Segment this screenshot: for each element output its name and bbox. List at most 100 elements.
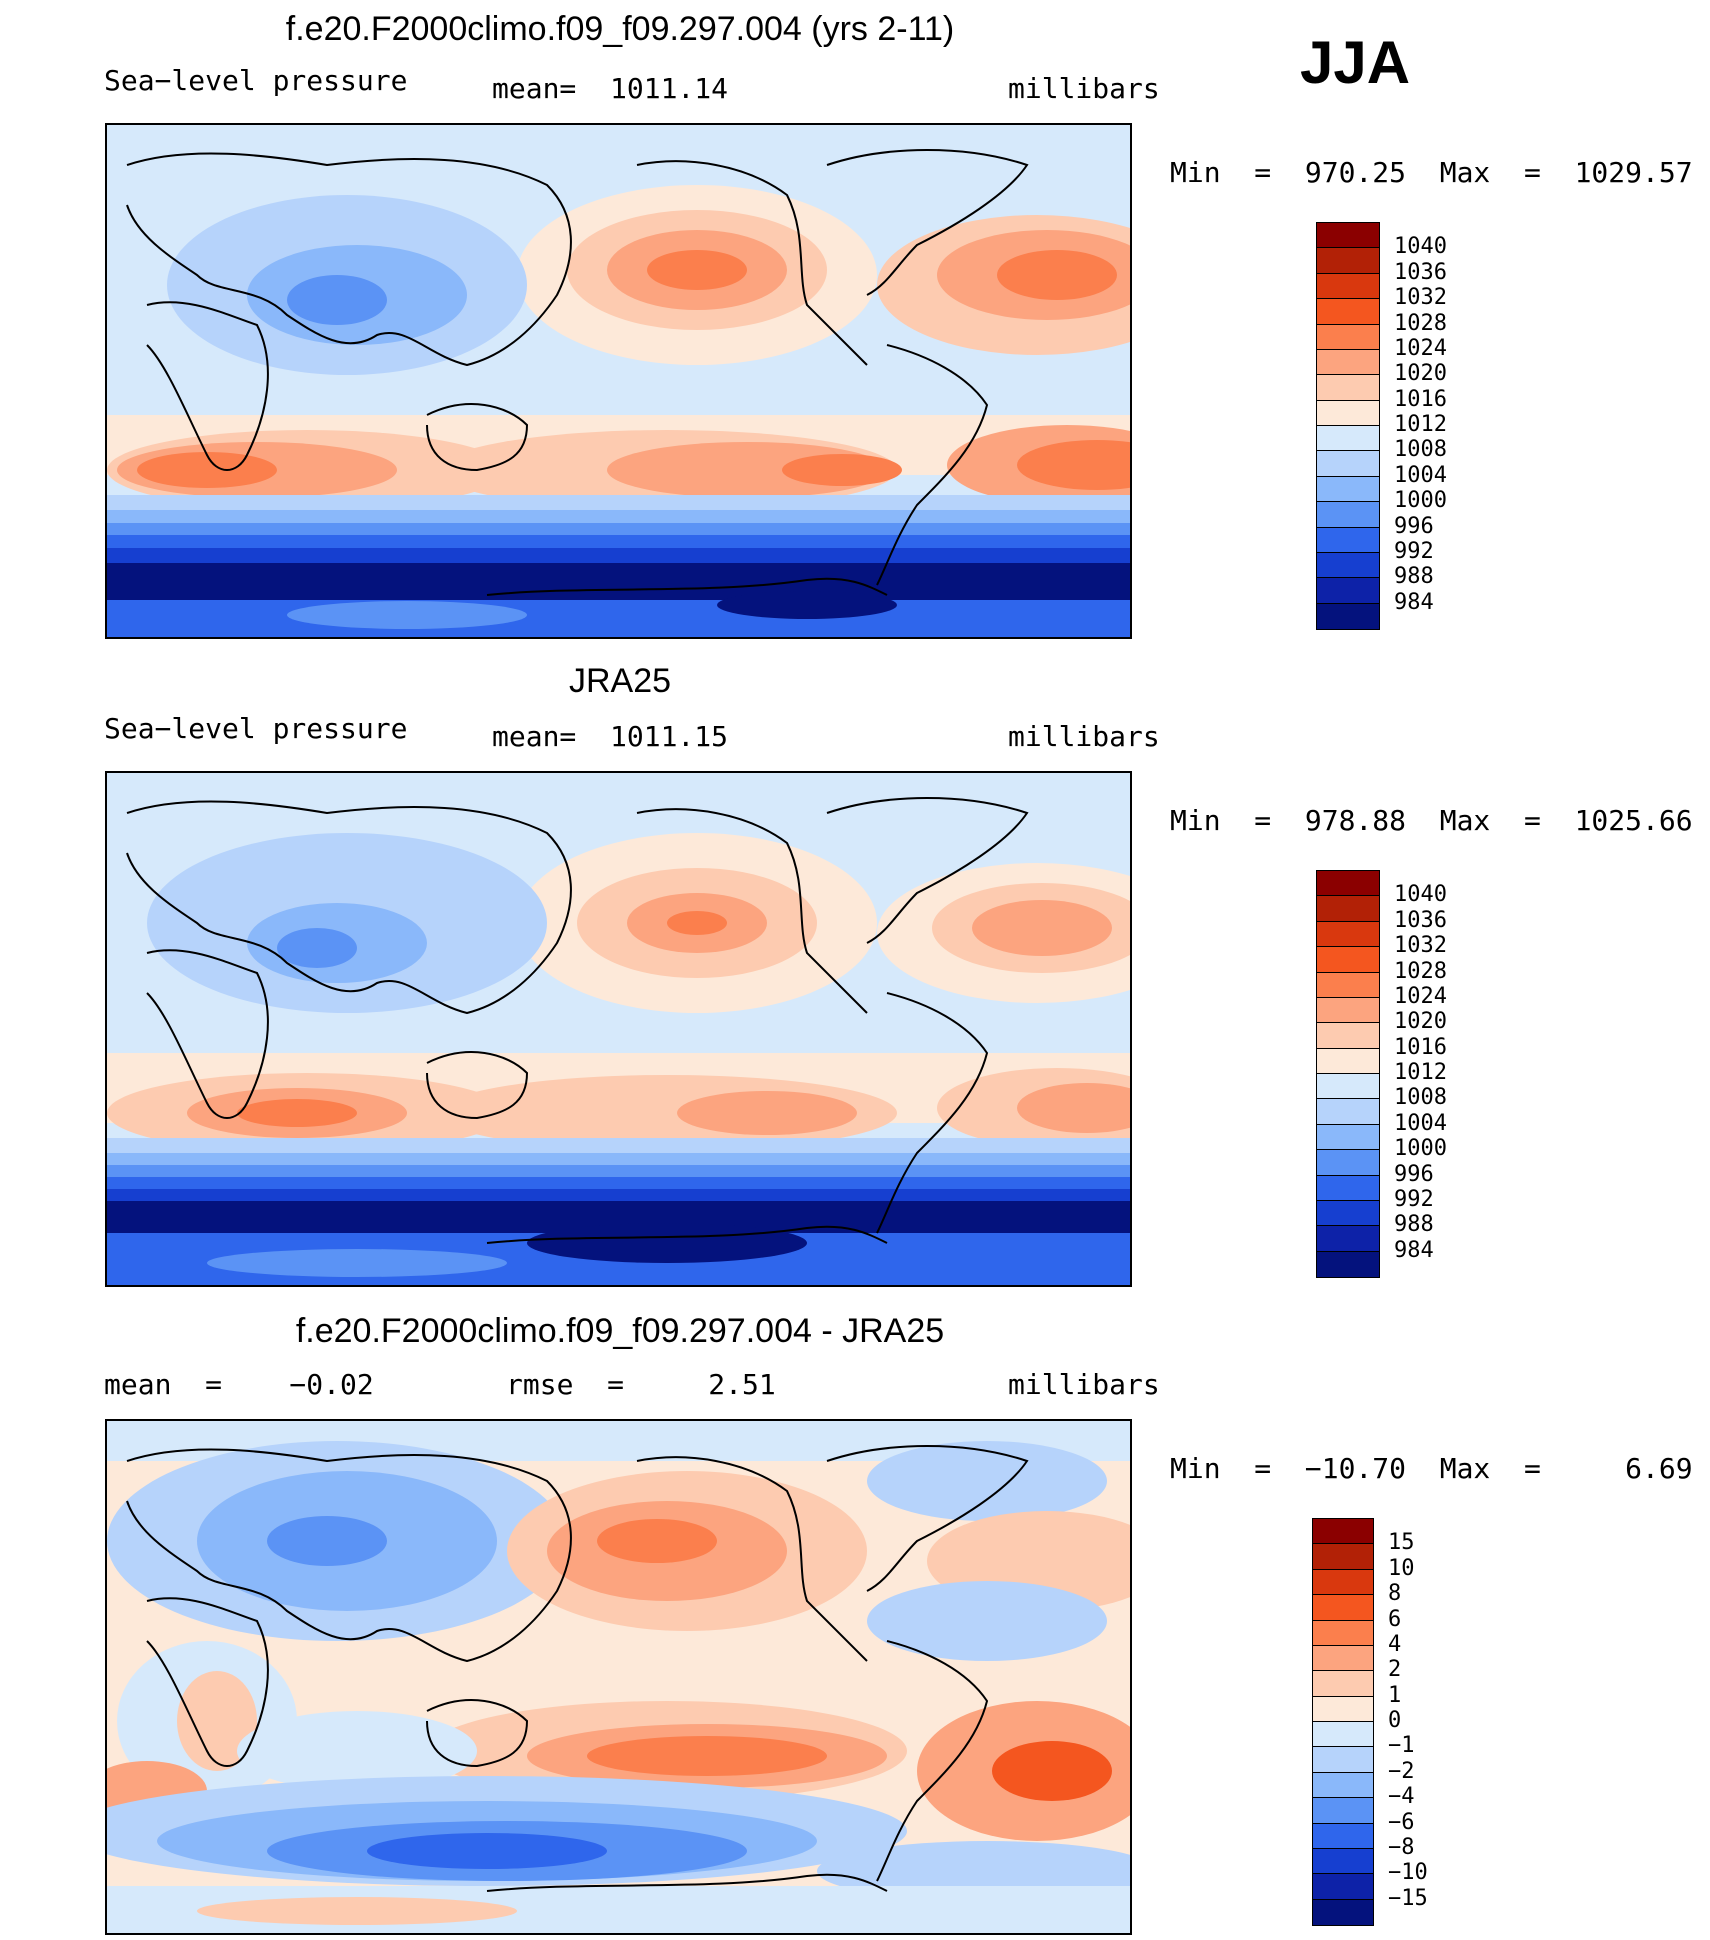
colorbar-swatch	[1317, 997, 1379, 1024]
colorbar-swatch	[1317, 375, 1379, 401]
colorbar-swatch	[1317, 947, 1379, 973]
colorbar-swatch	[1317, 223, 1379, 249]
colorbar-swatch	[1317, 552, 1379, 579]
colorbar-swatch	[1317, 273, 1379, 300]
panel1-units-label: millibars	[1008, 72, 1160, 105]
colorbar-tick-label: 1016	[1394, 1034, 1447, 1060]
colorbar-swatch	[1317, 1251, 1379, 1277]
panel1-mean-label: mean= 1011.14	[492, 72, 729, 105]
panel2-units-label: millibars	[1008, 720, 1160, 753]
colorbar-swatch	[1317, 1226, 1379, 1252]
colorbar-swatch	[1317, 502, 1379, 528]
colorbar-tick-label: 1032	[1394, 933, 1447, 959]
panel3-minmax: Min = −10.70 Max = 6.69	[1170, 1452, 1693, 1485]
colorbar-tick-label: 10	[1388, 1555, 1415, 1581]
colorbar-tick-label: 984	[1394, 1237, 1434, 1263]
panel2-colorbar	[1316, 870, 1380, 1278]
colorbar-swatch	[1313, 1874, 1373, 1900]
colorbar-swatch	[1313, 1899, 1373, 1925]
colorbar-swatch	[1317, 1200, 1379, 1227]
colorbar-swatch	[1313, 1696, 1373, 1722]
colorbar-swatch	[1313, 1519, 1373, 1545]
panel1-map	[105, 123, 1132, 639]
colorbar-swatch	[1317, 451, 1379, 477]
colorbar-tick-label: 1028	[1394, 958, 1447, 984]
panel1-minmax: Min = 970.25 Max = 1029.57	[1170, 156, 1693, 189]
panel3-units-label: millibars	[1008, 1368, 1160, 1401]
colorbar-tick-label: −15	[1388, 1885, 1428, 1911]
panel1-colorbar-ticks: 1040 1036 1032 1028 1024 1020 1016 1012 1008 1004…	[1390, 222, 1510, 630]
panel3-mean-label: mean = −0.02	[104, 1368, 374, 1401]
panel2-title: JRA25	[568, 662, 672, 700]
colorbar-swatch	[1317, 896, 1379, 922]
season-label: JJA	[1300, 29, 1411, 96]
colorbar-swatch	[1313, 1569, 1373, 1596]
colorbar-swatch	[1313, 1671, 1373, 1697]
colorbar-swatch	[1317, 476, 1379, 503]
panel3-map	[105, 1419, 1132, 1935]
colorbar-swatch	[1317, 921, 1379, 948]
colorbar-tick-label: 996	[1394, 1161, 1434, 1187]
colorbar-tick-label: 984	[1394, 589, 1434, 615]
panel2-map-graphic	[107, 773, 1130, 1285]
colorbar-tick-label: −1	[1388, 1733, 1415, 1759]
panel2-colorbar-ticks: 1040 1036 1032 1028 1024 1020 1016 1012 1008 1004…	[1390, 870, 1510, 1278]
colorbar-swatch	[1313, 1595, 1373, 1621]
colorbar-swatch	[1317, 1175, 1379, 1201]
colorbar-swatch	[1317, 603, 1379, 629]
colorbar-tick-label: 0	[1388, 1708, 1402, 1733]
colorbar-swatch	[1313, 1645, 1373, 1672]
colorbar-swatch	[1317, 578, 1379, 604]
panel3-title: f.e20.F2000climo.f09_f09.297.004 - JRA25	[295, 1312, 945, 1350]
panel1-map-graphic	[107, 125, 1130, 637]
panel3-colorbar	[1312, 1518, 1374, 1926]
panel2-variable-label: Sea−level pressure	[104, 712, 408, 745]
colorbar-tick-label: 1020	[1394, 361, 1447, 387]
panel2-minmax: Min = 978.88 Max = 1025.66	[1170, 804, 1693, 837]
colorbar-tick-label: 1000	[1394, 1136, 1447, 1162]
colorbar-swatch	[1313, 1620, 1373, 1646]
colorbar-swatch	[1317, 1048, 1379, 1074]
colorbar-tick-label: 1	[1388, 1682, 1402, 1708]
colorbar-tick-label: 1008	[1394, 1085, 1447, 1111]
colorbar-swatch	[1317, 426, 1379, 452]
colorbar-swatch	[1317, 400, 1379, 426]
colorbar-swatch	[1317, 871, 1379, 897]
colorbar-tick-label: −10	[1388, 1860, 1428, 1886]
colorbar-tick-label: 988	[1394, 1212, 1434, 1238]
colorbar-tick-label: 1000	[1394, 488, 1447, 514]
colorbar-swatch	[1313, 1544, 1373, 1570]
colorbar-swatch	[1317, 1074, 1379, 1100]
colorbar-swatch	[1313, 1722, 1373, 1748]
panel2-map	[105, 771, 1132, 1287]
colorbar-swatch	[1313, 1772, 1373, 1799]
colorbar-tick-label: −2	[1388, 1758, 1415, 1784]
colorbar-swatch	[1317, 1150, 1379, 1176]
colorbar-tick-label: 1004	[1394, 1110, 1447, 1136]
colorbar-tick-label: 1024	[1394, 983, 1447, 1009]
colorbar-tick-label: −6	[1388, 1809, 1415, 1835]
colorbar-tick-label: 1040	[1394, 882, 1447, 908]
colorbar-swatch	[1317, 248, 1379, 274]
colorbar-tick-label: 1016	[1394, 386, 1447, 412]
panel1-title: f.e20.F2000climo.f09_f09.297.004 (yrs 2-…	[285, 10, 955, 48]
colorbar-tick-label: 1032	[1394, 285, 1447, 311]
colorbar-swatch	[1317, 299, 1379, 325]
colorbar-swatch	[1317, 1124, 1379, 1151]
colorbar-tick-label: 988	[1394, 564, 1434, 590]
colorbar-tick-label: 1036	[1394, 259, 1447, 285]
colorbar-tick-label: 1012	[1394, 1060, 1447, 1085]
colorbar-swatch	[1317, 972, 1379, 998]
colorbar-swatch	[1313, 1823, 1373, 1849]
colorbar-tick-label: 1004	[1394, 462, 1447, 488]
colorbar-tick-label: 1024	[1394, 335, 1447, 361]
colorbar-tick-label: 996	[1394, 513, 1434, 539]
panel3-map-graphic	[107, 1421, 1130, 1933]
colorbar-tick-label: 992	[1394, 538, 1434, 564]
colorbar-tick-label: 15	[1388, 1530, 1415, 1556]
colorbar-tick-label: 1020	[1394, 1009, 1447, 1035]
colorbar-swatch	[1313, 1798, 1373, 1824]
colorbar-tick-label: −4	[1388, 1784, 1415, 1810]
colorbar-tick-label: 1012	[1394, 412, 1447, 437]
colorbar-tick-label: 1008	[1394, 437, 1447, 463]
